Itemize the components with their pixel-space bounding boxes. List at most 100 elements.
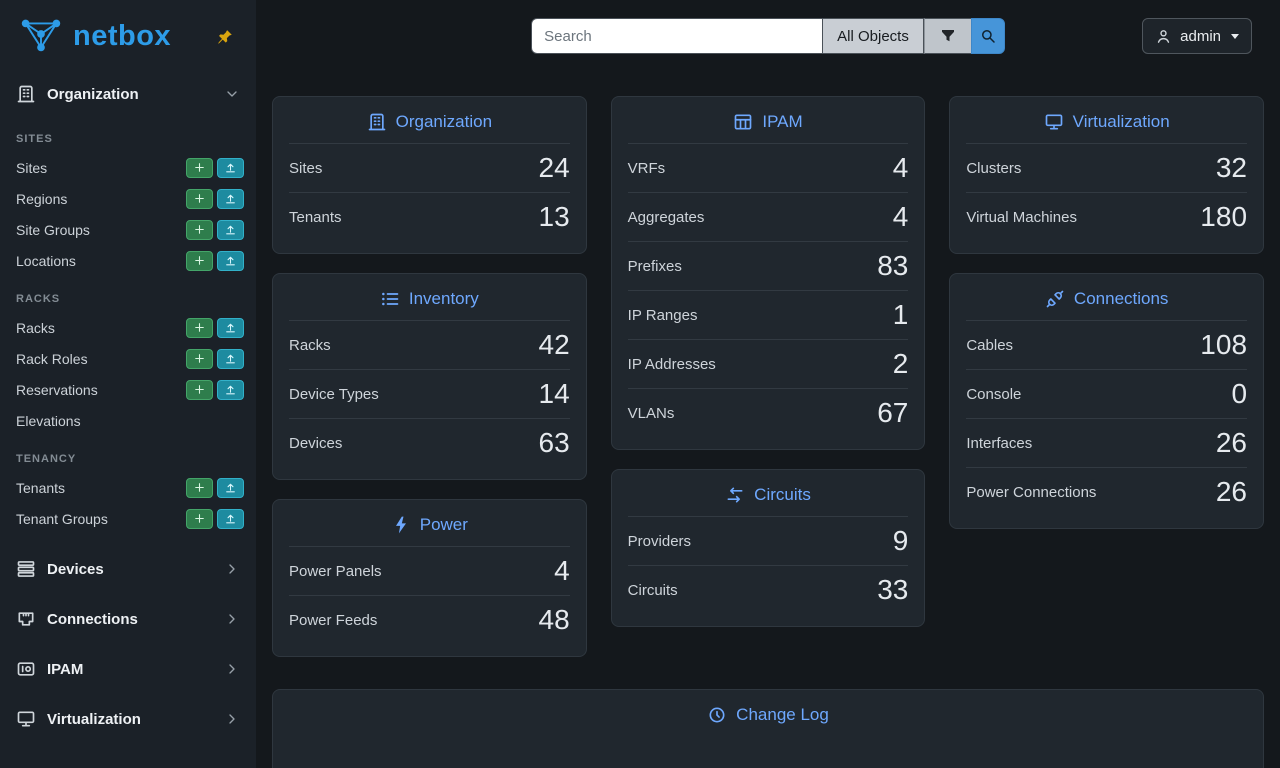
stat-value-link[interactable]: 26	[1215, 476, 1248, 507]
add-button[interactable]	[186, 157, 213, 178]
user-menu-button[interactable]: admin	[1142, 18, 1252, 54]
stat-value-link[interactable]: 67	[877, 397, 909, 428]
add-button[interactable]	[186, 219, 213, 240]
import-button[interactable]	[217, 477, 244, 498]
stat-value-link[interactable]: 4	[554, 555, 570, 586]
add-button[interactable]	[186, 508, 213, 529]
sidebar-item-link[interactable]: Rack Roles	[16, 350, 88, 367]
sidebar-group-racks: RACKS Racks Rack Roles Reservations	[0, 276, 256, 436]
search-submit-button[interactable]	[970, 18, 1005, 54]
lightning-bolt-icon	[391, 515, 411, 535]
sidebar-item-link[interactable]: Elevations	[16, 412, 81, 429]
stat-value-link[interactable]: 33	[877, 574, 909, 605]
sidebar-menu-connections[interactable]: Connections	[0, 594, 256, 644]
stat-value-link[interactable]: 83	[877, 250, 909, 281]
sidebar-item-link[interactable]: Tenant Groups	[16, 510, 108, 527]
stat-row: Power Connections 26	[966, 467, 1248, 516]
stat-value-link[interactable]: 24	[538, 152, 570, 183]
sidebar-menu-virtualization[interactable]: Virtualization	[0, 694, 256, 744]
stat-row: Sites 24	[289, 143, 570, 192]
sidebar-menu-organization[interactable]: Organization	[0, 72, 256, 116]
stat-value-link[interactable]: 4	[892, 201, 909, 232]
stat-value-link[interactable]: 48	[538, 604, 570, 635]
card-header: Inventory	[289, 274, 570, 320]
add-button[interactable]	[186, 379, 213, 400]
main-area: All Objects admin	[256, 0, 1280, 768]
add-button[interactable]	[186, 317, 213, 338]
card-connections: Connections Cables 108 Console 0 Interfa…	[949, 273, 1265, 529]
stat-value-link[interactable]: 63	[538, 427, 570, 458]
stat-value-link[interactable]: 180	[1200, 201, 1248, 232]
card-title[interactable]: Connections	[1073, 289, 1169, 308]
add-button[interactable]	[186, 348, 213, 369]
sidebar-item-link[interactable]: Locations	[16, 252, 76, 269]
import-button[interactable]	[217, 508, 244, 529]
stat-value-link[interactable]: 4	[892, 152, 909, 183]
stat-value-link[interactable]: 2	[892, 348, 909, 379]
sidebar-item[interactable]: Elevations	[0, 405, 256, 436]
card-title[interactable]: Virtualization	[1072, 112, 1170, 131]
stat-value-link[interactable]: 42	[538, 329, 570, 360]
search-input[interactable]	[531, 18, 824, 54]
import-button[interactable]	[217, 317, 244, 338]
add-button[interactable]	[186, 250, 213, 271]
sidebar-menu-devices[interactable]: Devices	[0, 544, 256, 594]
card-change-log: Change Log	[272, 689, 1264, 768]
sidebar-item[interactable]: Reservations	[0, 374, 256, 405]
card-title[interactable]: IPAM	[762, 112, 803, 131]
stat-value-link[interactable]: 108	[1200, 329, 1248, 360]
brand-name: netbox	[73, 19, 172, 52]
stat-value-link[interactable]: 14	[538, 378, 570, 409]
sidebar-item[interactable]: Sites	[0, 152, 256, 183]
import-button[interactable]	[217, 348, 244, 369]
stat-label: IP Ranges	[627, 306, 698, 324]
sidebar-item[interactable]: Rack Roles	[0, 343, 256, 374]
import-button[interactable]	[217, 250, 244, 271]
card-title[interactable]: Change Log	[736, 705, 829, 724]
stat-row: Console 0	[966, 369, 1248, 418]
stat-row: Device Types 14	[289, 369, 570, 418]
card-title[interactable]: Organization	[395, 112, 493, 131]
import-button[interactable]	[217, 188, 244, 209]
stat-label: Aggregates	[627, 208, 705, 226]
sidebar-item[interactable]: Site Groups	[0, 214, 256, 245]
stat-value-link[interactable]: 32	[1215, 152, 1248, 183]
import-button[interactable]	[217, 157, 244, 178]
card-title[interactable]: Inventory	[408, 289, 479, 308]
sidebar-item-link[interactable]: Tenants	[16, 479, 66, 496]
plus-icon	[195, 194, 204, 203]
card-title[interactable]: Power	[419, 515, 468, 534]
sidebar-item[interactable]: Racks	[0, 312, 256, 343]
add-button[interactable]	[186, 188, 213, 209]
chevron-right-icon	[224, 661, 240, 677]
sidebar-item[interactable]: Tenant Groups	[0, 503, 256, 534]
stat-value-link[interactable]: 9	[892, 525, 909, 556]
sidebar-menu-ipam[interactable]: IPAM	[0, 644, 256, 694]
stat-value-link[interactable]: 0	[1231, 378, 1248, 409]
stat-row: Racks 42	[289, 320, 570, 369]
search-scope-button[interactable]: All Objects	[823, 18, 924, 54]
add-button[interactable]	[186, 477, 213, 498]
sidebar-item[interactable]: Tenants	[0, 472, 256, 503]
sidebar-item-link[interactable]: Sites	[16, 159, 48, 176]
stat-value-link[interactable]: 26	[1215, 427, 1248, 458]
pin-sidebar-button[interactable]	[214, 26, 236, 51]
sidebar-item[interactable]: Regions	[0, 183, 256, 214]
stat-label: Power Panels	[289, 562, 382, 580]
plus-icon	[195, 323, 204, 332]
stat-label: Providers	[627, 532, 692, 550]
sidebar-item-link[interactable]: Regions	[16, 190, 68, 207]
import-button[interactable]	[217, 379, 244, 400]
stat-value-link[interactable]: 1	[892, 299, 909, 330]
table-icon	[733, 112, 753, 132]
sidebar-item-link[interactable]: Reservations	[16, 381, 98, 398]
sidebar-item[interactable]: Locations	[0, 245, 256, 276]
import-button[interactable]	[217, 219, 244, 240]
sidebar-item-link[interactable]: Racks	[16, 319, 55, 336]
filter-button[interactable]	[923, 18, 971, 54]
card-title[interactable]: Circuits	[754, 485, 811, 504]
netbox-logo[interactable]: netbox	[16, 12, 171, 61]
sidebar-item-link[interactable]: Site Groups	[16, 221, 90, 238]
stat-value-link[interactable]: 13	[538, 201, 570, 232]
stat-row: Providers 9	[627, 516, 909, 565]
